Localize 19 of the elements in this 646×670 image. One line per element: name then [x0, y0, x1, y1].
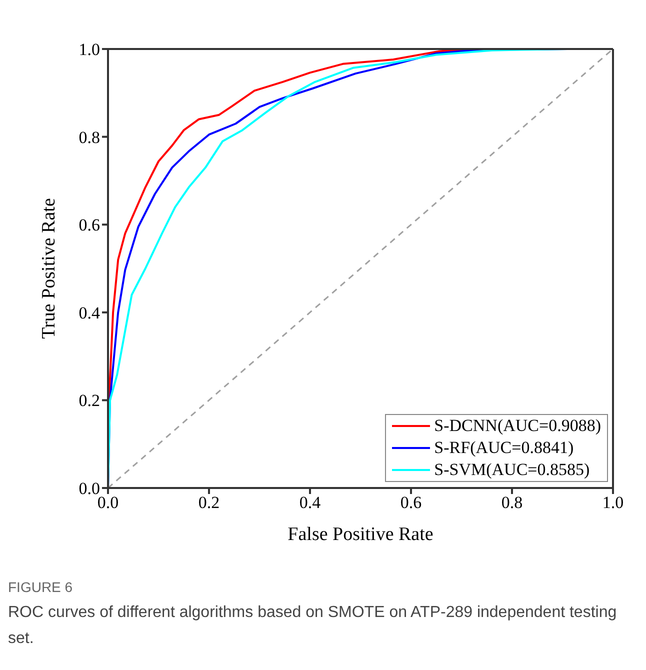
y-tick-label: 0.0 — [78, 479, 100, 498]
x-tick-label: 0.6 — [400, 493, 422, 512]
y-axis-title: True Positive Rate — [38, 198, 60, 339]
x-tick-label: 0.8 — [501, 493, 523, 512]
legend-label: S-RF(AUC=0.8841) — [434, 437, 574, 459]
caption: FIGURE 6 — [8, 578, 74, 597]
y-tick-label: 0.4 — [78, 303, 100, 322]
legend-label: S-DCNN(AUC=0.9088) — [434, 415, 601, 437]
x-axis-title: False Positive Rate — [288, 524, 434, 545]
legend-label: S-SVM(AUC=0.8585) — [434, 459, 590, 481]
x-tick-label: 0.0 — [97, 493, 119, 512]
text: ROC curves of different algorithms based on SMOTE on ATP-289 independent testing set. — [8, 603, 618, 649]
y-tick-label: 1.0 — [78, 40, 100, 60]
y-tick-label: 0.2 — [78, 391, 100, 410]
y-tick-label: 0.8 — [78, 128, 100, 147]
x-tick-label: 1.0 — [602, 493, 624, 512]
x-tick-label: 0.2 — [198, 493, 220, 512]
y-tick-label: 0.6 — [78, 216, 100, 235]
x-tick-label: 0.4 — [299, 493, 322, 512]
